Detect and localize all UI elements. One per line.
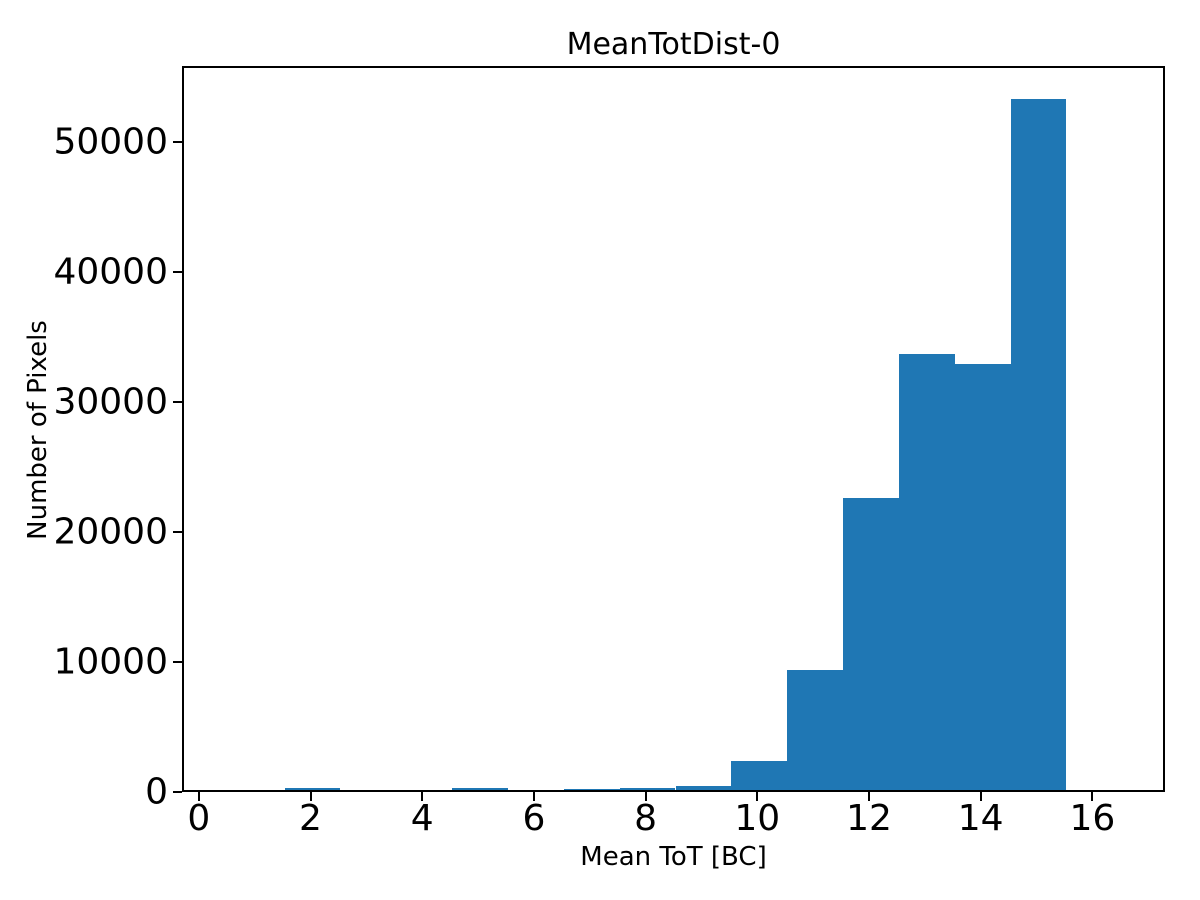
x-tick-label-6: 6	[522, 798, 546, 839]
x-tick-label-2: 2	[299, 798, 322, 839]
x-tick-mark-8	[644, 792, 647, 801]
x-tick-label-14: 14	[957, 798, 1004, 839]
y-tick-label-20000: 20000	[53, 511, 168, 553]
histogram-bar-bin-7	[563, 788, 620, 790]
y-tick-label-50000: 50000	[53, 121, 168, 163]
x-tick-label-16: 16	[1069, 798, 1116, 839]
histogram-bar-bin-14	[954, 364, 1011, 790]
x-tick-mark-16	[1091, 792, 1094, 801]
plot-area	[182, 66, 1165, 792]
x-tick-mark-10	[756, 792, 759, 801]
y-tick-mark-0	[173, 791, 182, 793]
histogram-bar-bin-8	[619, 788, 676, 790]
y-tick-mark-30000	[173, 401, 182, 404]
x-tick-mark-6	[532, 792, 535, 801]
histogram-bar-bin-2	[284, 787, 341, 790]
y-tick-mark-50000	[173, 141, 182, 144]
y-tick-label-10000: 10000	[53, 641, 168, 683]
x-axis-label: Mean ToT [BC]	[580, 842, 767, 872]
x-tick-mark-0	[197, 792, 200, 801]
x-tick-label-8: 8	[634, 798, 658, 839]
histogram-bar-bin-15	[1010, 98, 1067, 790]
histogram-bar-bin-9	[675, 786, 732, 790]
y-tick-label-30000: 30000	[53, 381, 168, 423]
chart-title: MeanTotDist-0	[566, 27, 781, 62]
histogram-bar-bin-13	[898, 354, 955, 790]
y-tick-label-40000: 40000	[53, 251, 168, 293]
y-tick-label-0: 0	[145, 771, 168, 813]
histogram-bar-bin-12	[843, 497, 899, 790]
histogram-bar-bin-10	[731, 760, 788, 790]
x-tick-label-0: 0	[187, 798, 211, 839]
y-tick-mark-20000	[173, 531, 182, 534]
x-tick-mark-14	[979, 792, 982, 801]
x-tick-label-10: 10	[734, 798, 781, 839]
y-tick-mark-40000	[173, 271, 182, 274]
x-tick-mark-12	[868, 792, 870, 801]
x-tick-label-12: 12	[846, 798, 892, 839]
y-tick-mark-10000	[173, 661, 182, 663]
x-tick-label-4: 4	[410, 798, 434, 839]
x-tick-mark-4	[421, 792, 424, 801]
histogram-bar-bin-5	[452, 787, 508, 790]
x-tick-mark-2	[309, 792, 312, 801]
y-axis-label: Number of Pixels	[23, 320, 53, 540]
histogram-bar-bin-11	[787, 670, 844, 790]
